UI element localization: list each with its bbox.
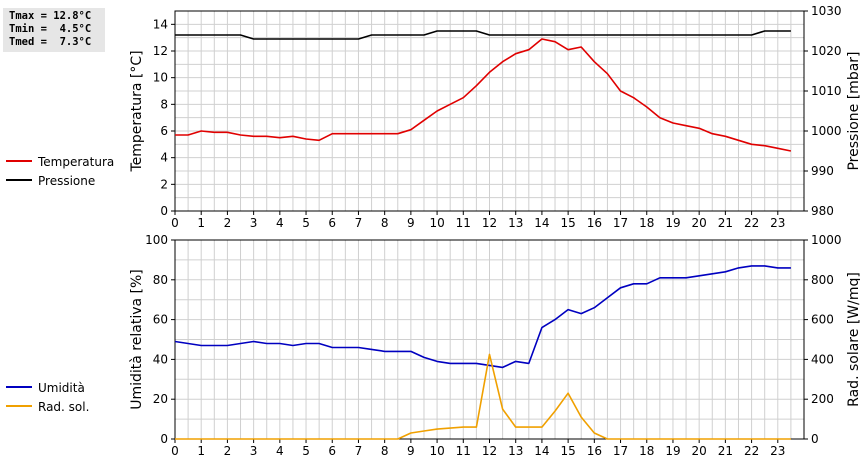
x-tick-label: 12 (482, 444, 497, 458)
y2-tick-label: 800 (811, 273, 834, 287)
y2-tick-label: 1000 (811, 124, 842, 138)
x-tick-label: 4 (276, 216, 284, 230)
x-tick-label: 5 (302, 444, 310, 458)
x-tick-label: 16 (587, 444, 602, 458)
x-tick-label: 1 (197, 444, 205, 458)
x-tick-label: 2 (224, 216, 232, 230)
x-tick-label: 0 (171, 216, 179, 230)
x-tick-label: 21 (718, 444, 733, 458)
x-tick-label: 4 (276, 444, 284, 458)
y-tick-label: 40 (153, 352, 168, 366)
y2-tick-label: 980 (811, 204, 834, 218)
x-tick-label: 6 (328, 444, 336, 458)
series-line-umidit (174, 265, 791, 369)
y2-tick-label: 1000 (811, 233, 842, 247)
x-tick-label: 7 (355, 216, 363, 230)
x-tick-label: 10 (429, 444, 444, 458)
x-tick-label: 20 (692, 216, 707, 230)
x-tick-label: 17 (613, 444, 628, 458)
x-tick-label: 22 (744, 216, 759, 230)
legend-label: Rad. sol. (38, 400, 89, 414)
y-tick-label: 80 (153, 273, 168, 287)
x-tick-label: 8 (381, 216, 389, 230)
y2-tick-label: 0 (811, 432, 819, 446)
y-tick-label: 8 (160, 97, 168, 111)
x-tick-label: 2 (224, 444, 232, 458)
y2-tick-label: 990 (811, 164, 834, 178)
x-tick-label: 10 (429, 216, 444, 230)
y2-axis-title: Rad. solare [W/mq] (846, 272, 860, 407)
legend-label: Umidità (38, 381, 85, 395)
series-line-temperatura (175, 38, 792, 152)
y-tick-label: 0 (160, 204, 168, 218)
x-tick-label: 23 (770, 444, 785, 458)
x-tick-label: 20 (692, 444, 707, 458)
y-axis-title: Temperatura [°C] (129, 50, 145, 172)
y-tick-label: 60 (153, 313, 168, 327)
y-tick-label: 2 (160, 177, 168, 191)
x-tick-label: 16 (587, 216, 602, 230)
x-tick-label: 1 (197, 216, 205, 230)
x-tick-label: 18 (639, 216, 654, 230)
x-tick-label: 6 (328, 216, 336, 230)
x-tick-label: 3 (250, 444, 258, 458)
stat-tmin: Tmin = 4.5°C (9, 23, 92, 35)
x-tick-label: 14 (534, 216, 549, 230)
x-tick-label: 11 (456, 216, 471, 230)
stat-tmax: Tmax = 12.8°C (9, 10, 92, 22)
y2-tick-label: 400 (811, 352, 834, 366)
y-tick-label: 6 (160, 124, 168, 138)
stat-tmed: Tmed = 7.3°C (9, 36, 92, 48)
chart-panel-2: 0 1 2 3 4 5 6 7 8 9 10 11 12 13 14 15 16 17 18 19 20 21 22 2302… (6, 233, 860, 458)
x-tick-label: 12 (482, 216, 497, 230)
x-tick-label: 15 (560, 444, 575, 458)
y2-tick-label: 1020 (811, 44, 842, 58)
legend-label: Pressione (38, 174, 95, 188)
x-tick-label: 9 (407, 216, 415, 230)
y2-tick-label: 200 (811, 392, 834, 406)
y-tick-label: 0 (160, 432, 168, 446)
y-tick-label: 12 (153, 44, 168, 58)
x-tick-label: 17 (613, 216, 628, 230)
y-tick-label: 20 (153, 392, 168, 406)
x-tick-label: 19 (665, 444, 680, 458)
x-tick-label: 14 (534, 444, 549, 458)
x-tick-label: 5 (302, 216, 310, 230)
x-tick-label: 18 (639, 444, 654, 458)
y2-axis-title: Pressione [mbar] (846, 51, 860, 170)
y2-tick-label: 1030 (811, 4, 842, 18)
x-tick-label: 13 (508, 444, 523, 458)
y2-tick-label: 1010 (811, 84, 842, 98)
x-tick-label: 11 (456, 444, 471, 458)
y2-tick-label: 600 (811, 313, 834, 327)
y-axis-title: Umidità relativa [%] (129, 269, 145, 410)
x-tick-label: 13 (508, 216, 523, 230)
x-tick-label: 23 (770, 216, 785, 230)
x-tick-label: 7 (355, 444, 363, 458)
y-tick-label: 4 (160, 151, 168, 165)
chart-panel-1: 0 1 2 3 4 5 6 7 8 9 10 11 12 13 14 15 16 17 18 19 20 21 22 2302… (6, 4, 860, 230)
x-tick-label: 19 (665, 216, 680, 230)
stats-box: Tmax = 12.8°C Tmin = 4.5°C Tmed = 7.3°C (3, 8, 105, 52)
x-tick-label: 8 (381, 444, 389, 458)
y-tick-label: 10 (153, 71, 168, 85)
legend-label: Temperatura (37, 155, 114, 169)
x-tick-label: 22 (744, 444, 759, 458)
x-tick-label: 3 (250, 216, 258, 230)
y-tick-label: 14 (153, 17, 168, 31)
x-tick-label: 21 (718, 216, 733, 230)
series-line-pressione (175, 30, 791, 40)
series-line-rad-sol (175, 353, 791, 440)
x-tick-label: 9 (407, 444, 415, 458)
y-tick-label: 100 (145, 233, 168, 247)
x-tick-label: 0 (171, 444, 179, 458)
x-tick-label: 15 (560, 216, 575, 230)
